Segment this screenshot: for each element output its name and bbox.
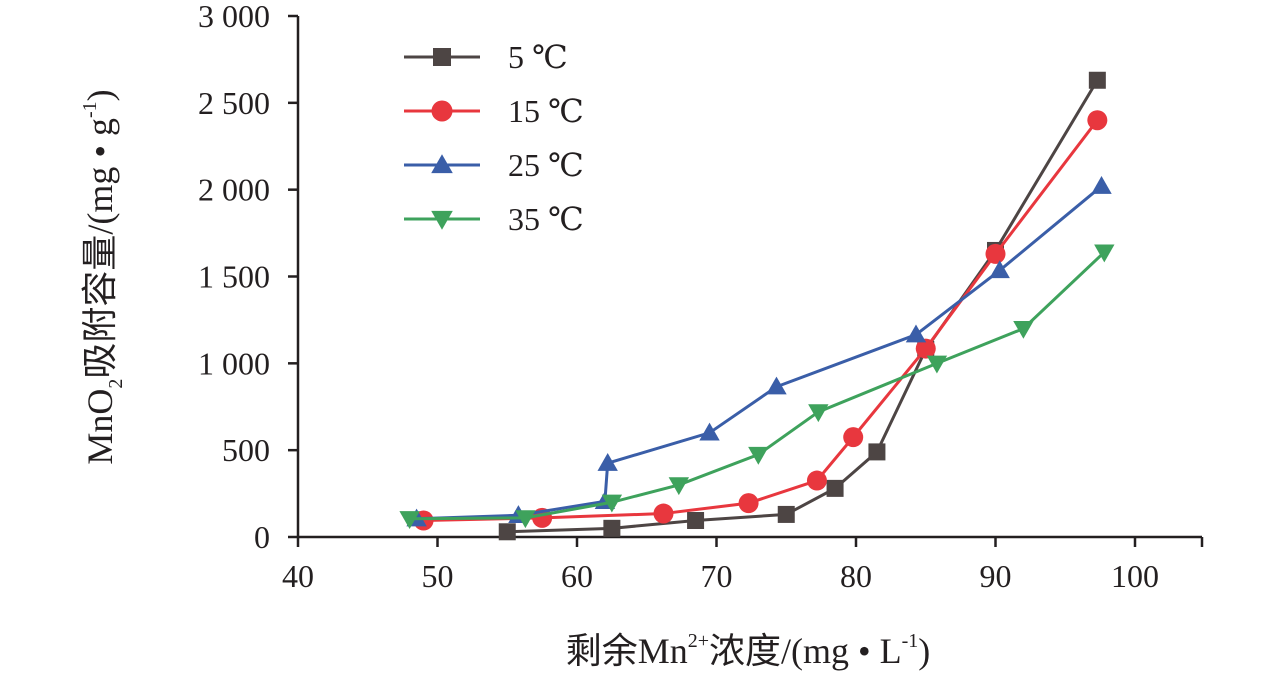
data-point [766,376,787,395]
y-tick-label: 500 [222,432,270,468]
data-point [868,443,886,461]
legend-marker [433,48,451,66]
y-tick-label: 2 000 [198,172,270,208]
y-tick-label: 0 [254,519,270,555]
legend-label: 35 ℃ [508,201,584,237]
legend-item: 35 ℃ [404,201,584,237]
x-tick-label: 80 [840,558,872,594]
x-tick-label: 50 [422,558,454,594]
data-point [515,510,536,529]
legend-label: 25 ℃ [508,147,584,183]
x-tick-label: 100 [1111,558,1159,594]
x-axis-title: 剩余Mn2+浓度/(mg • L-1) [566,630,931,671]
data-point [603,519,621,537]
legend-item: 15 ℃ [404,93,584,129]
data-point [806,470,827,491]
legend-item: 5 ℃ [404,39,568,75]
data-point [1094,244,1115,263]
y-tick-label: 1 500 [198,259,270,295]
series-1 [498,71,1106,541]
series-4 [399,244,1115,529]
series-line [409,251,1106,521]
data-point [808,404,829,423]
y-tick-label: 1 000 [198,345,270,381]
tick-labels: 0 500 1 000 1 500 2 000 2 500 3 000 40 50 60 70 80 9… [198,0,1159,594]
data-point [826,479,844,497]
data-point [498,523,516,541]
data-point [748,446,769,465]
data-point [699,422,720,441]
data-point [1087,110,1108,131]
data-point [597,452,618,471]
y-tick-label: 2 500 [198,85,270,121]
data-point [926,355,948,374]
x-tick-label: 70 [701,558,733,594]
data-point [777,505,795,523]
series-line [507,79,1099,534]
data-point [1088,71,1106,89]
series-layer [399,71,1115,541]
legend-marker [431,154,453,174]
legend-item: 25 ℃ [404,147,584,183]
legend-marker [431,210,453,230]
data-point [989,260,1010,279]
data-point [399,511,420,529]
data-point [738,493,759,514]
x-tick-label: 40 [282,558,314,594]
legend-label: 15 ℃ [508,93,584,129]
data-point [843,427,864,448]
data-point [653,503,674,524]
data-point [668,477,690,496]
data-point [1091,175,1112,194]
axes [288,14,1204,547]
legend: 5 ℃ 15 ℃ 25 ℃ 35 ℃ [404,39,584,237]
data-point [905,324,927,343]
y-tick-label: 3 000 [198,0,270,34]
data-point [1013,320,1034,339]
data-point [601,494,623,513]
legend-marker [431,100,453,122]
x-tick-label: 60 [561,558,593,594]
data-point [915,338,936,359]
legend-label: 5 ℃ [508,39,568,75]
data-point [985,243,1006,264]
y-axis-title: MnO2吸附容量/(mg • g-1) [79,89,127,464]
data-point [687,512,705,530]
x-tick-label: 90 [980,558,1012,594]
